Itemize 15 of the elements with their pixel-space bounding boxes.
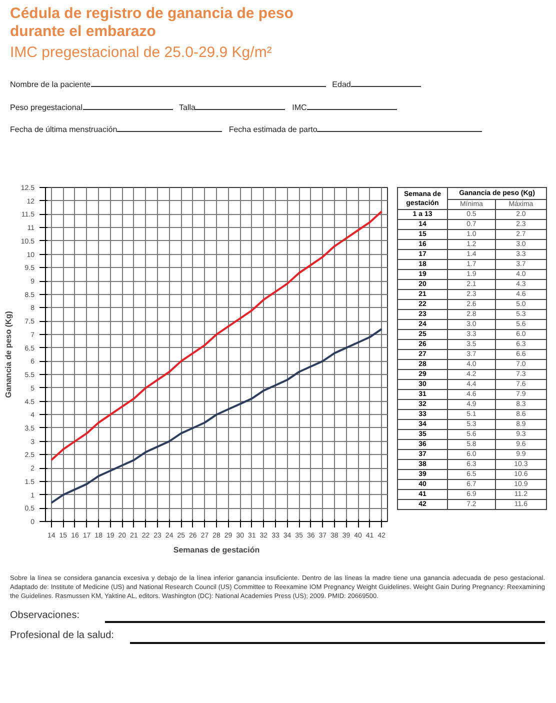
text: Observaciones: — [10, 609, 80, 623]
chart-subtitle: IMC pregestacional de 25.0-29.9 Kg/m² — [10, 43, 273, 63]
text: Fecha de última menstruación — [10, 125, 118, 134]
text: Nombre de la paciente — [10, 80, 92, 90]
text: Talla — [179, 102, 196, 112]
y-axis-title: Ganancia de peso (Kg) — [4, 310, 13, 398]
text: Fecha estimada de parto — [228, 125, 318, 134]
line-series — [50, 328, 383, 504]
line-series — [50, 210, 383, 462]
text: Edad — [332, 80, 352, 90]
x-axis-title: Semanas de gestación — [173, 546, 260, 554]
chart-title: Cédula de registro de ganancia de peso durante el embarazo — [10, 5, 294, 41]
text: IMC — [292, 102, 308, 112]
text: Profesional de la salud: — [10, 629, 115, 644]
text: Peso pregestacional — [10, 102, 84, 112]
